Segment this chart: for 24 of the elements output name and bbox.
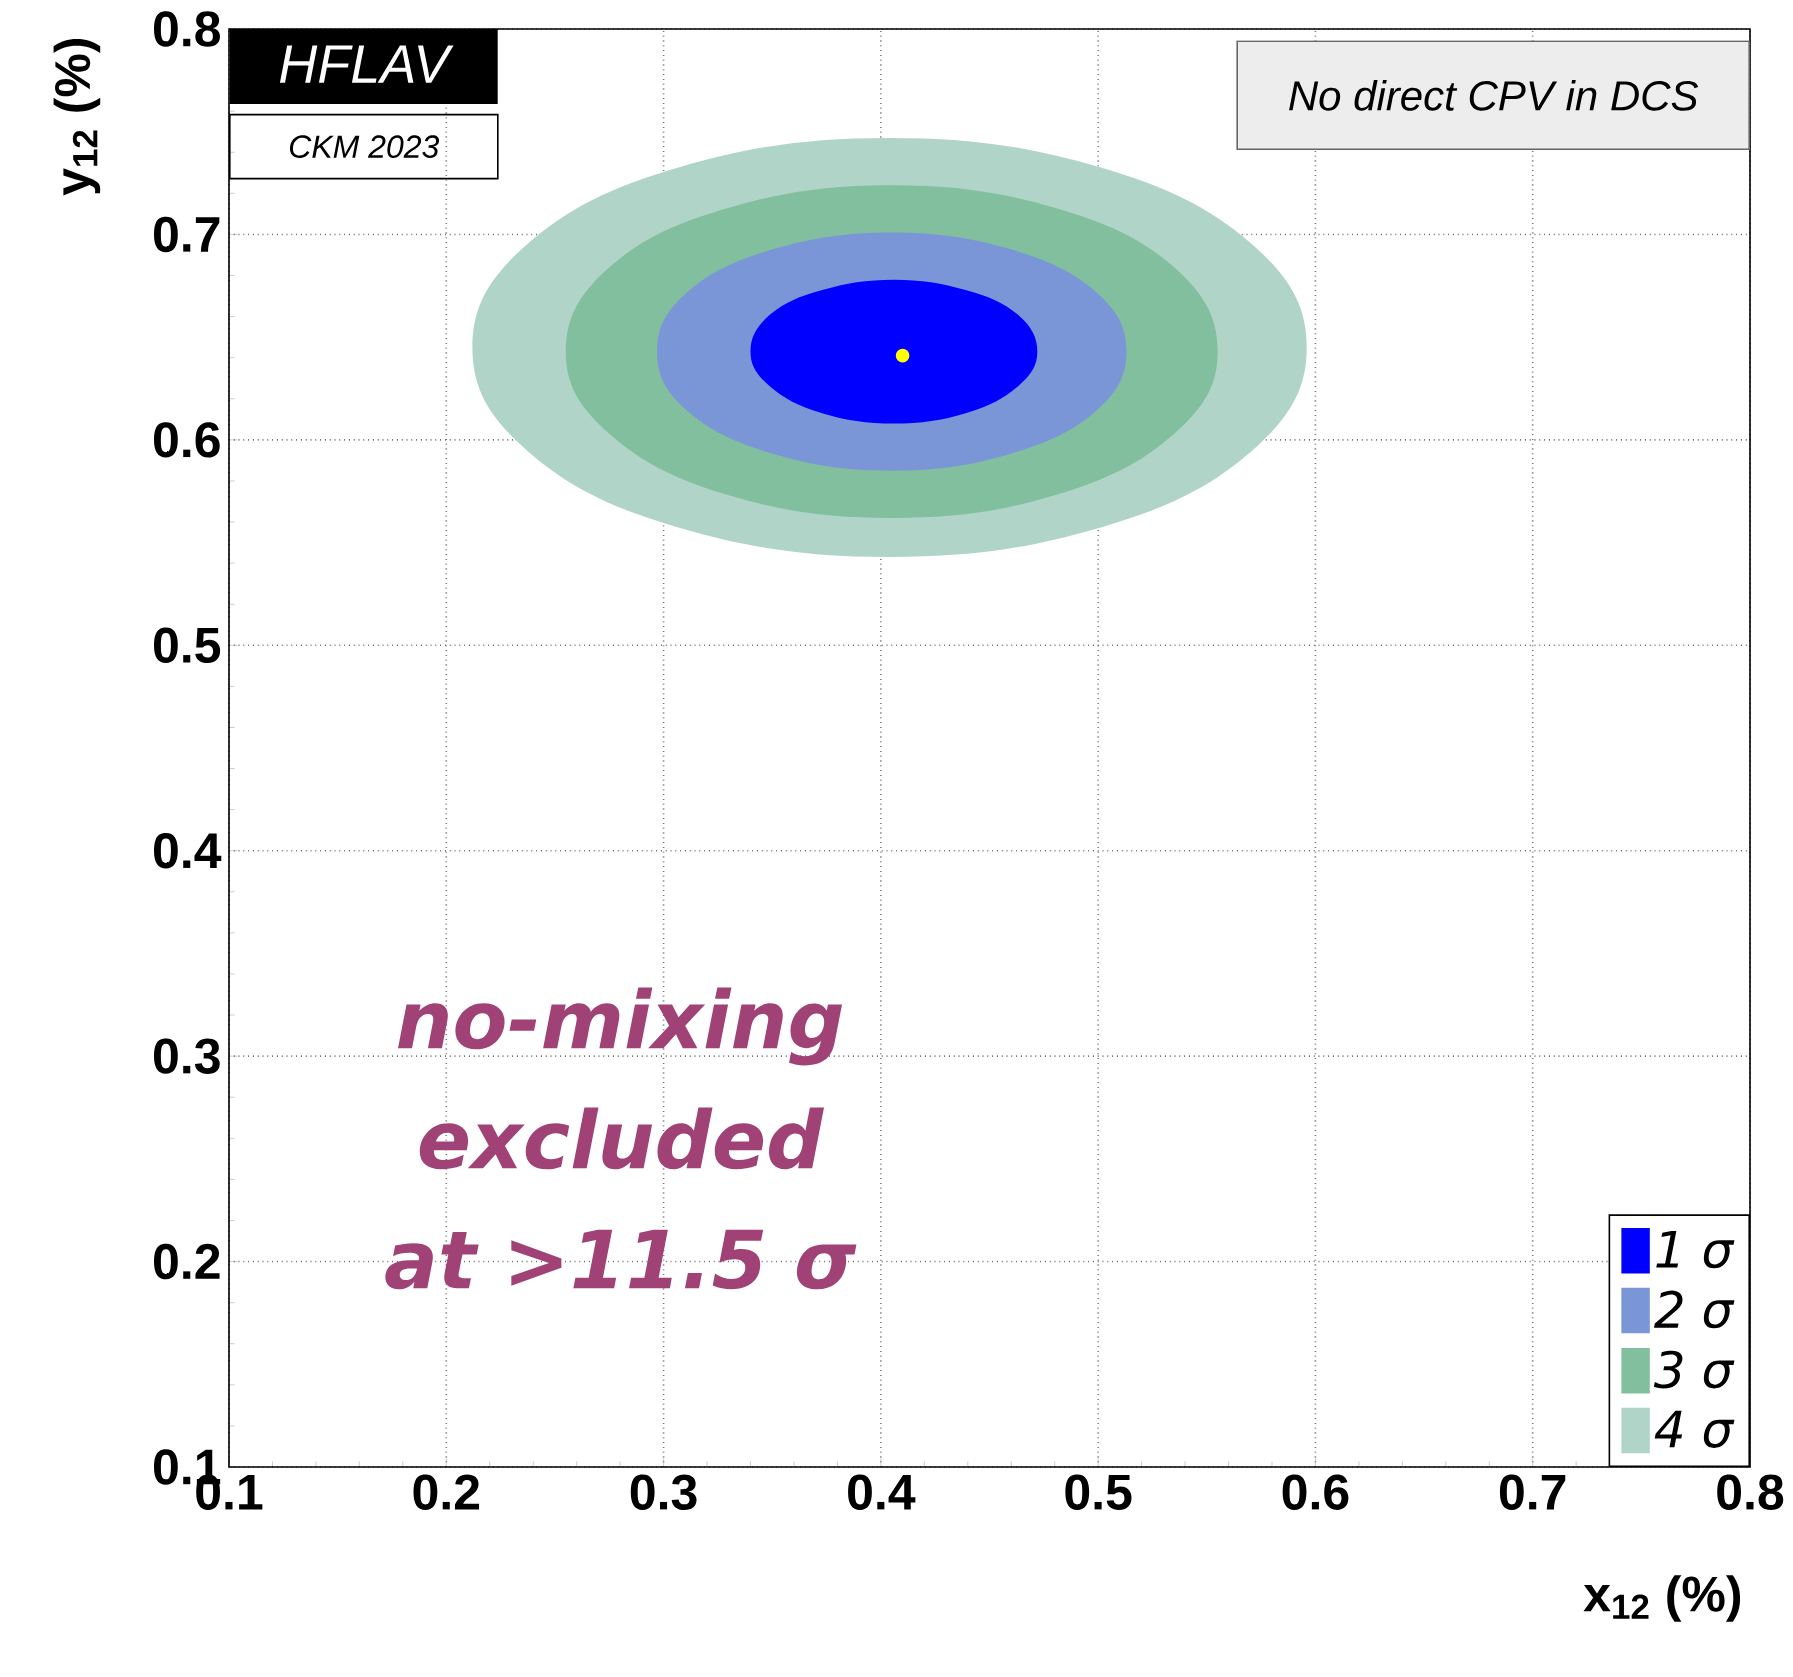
legend-label: 4 σ bbox=[1654, 1410, 1735, 1448]
x-tick-label: 0.8 bbox=[1717, 1474, 1784, 1510]
annotation: HFLAV bbox=[279, 45, 454, 83]
y-tick-label: 0.4 bbox=[154, 833, 222, 869]
y-tick-label: 0.8 bbox=[154, 11, 220, 47]
y-tick-label: 0.7 bbox=[154, 216, 220, 253]
x-tick-label: 0.5 bbox=[1065, 1474, 1132, 1510]
legend-label: 1 σ bbox=[1656, 1231, 1735, 1269]
x-tick-label: 0.2 bbox=[413, 1474, 480, 1510]
x-tick-label: 0.4 bbox=[848, 1474, 916, 1510]
annotation: no-mixing excluded at >11.5 σ bbox=[385, 987, 857, 1290]
y-tick-label: 0.2 bbox=[154, 1243, 220, 1280]
y-axis-title: y$_{12}$ (%) bbox=[53, 38, 101, 196]
y-tick-label: 0.5 bbox=[154, 627, 221, 663]
x-tick-label: 0.6 bbox=[1282, 1474, 1349, 1510]
y-tick-label: 0.3 bbox=[154, 1038, 220, 1074]
annotation: CKM 2023 bbox=[289, 135, 440, 158]
annotation: No direct CPV in DCS bbox=[1289, 79, 1699, 111]
x-axis-title: x$_{12}$ (%) bbox=[1583, 1575, 1741, 1622]
y-tick-label: 0.6 bbox=[154, 422, 220, 458]
legend-label: 2 σ bbox=[1654, 1290, 1735, 1329]
x-tick-label: 0.7 bbox=[1499, 1474, 1566, 1510]
x-tick-label: 0.3 bbox=[630, 1474, 697, 1510]
legend-label: 3 σ bbox=[1653, 1350, 1735, 1389]
